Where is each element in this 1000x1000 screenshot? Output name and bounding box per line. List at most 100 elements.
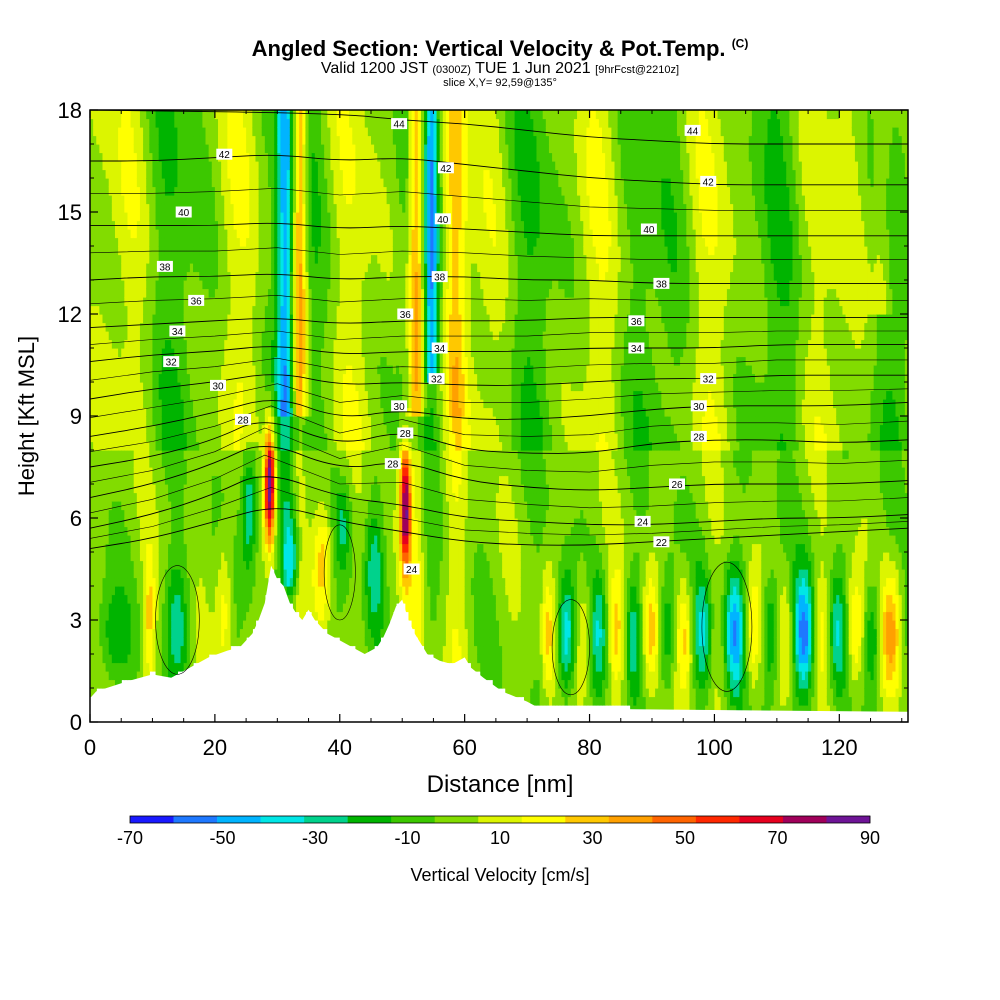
velocity-cell	[105, 297, 110, 307]
velocity-cell	[205, 594, 210, 604]
velocity-cell	[127, 671, 132, 681]
velocity-cell	[186, 135, 191, 145]
velocity-cell	[171, 390, 175, 400]
velocity-cell	[105, 169, 110, 179]
velocity-cell	[108, 433, 113, 443]
velocity-cell	[214, 195, 219, 205]
velocity-cell	[152, 467, 157, 477]
velocity-cell	[205, 127, 210, 137]
velocity-cell	[211, 110, 216, 120]
velocity-cell	[102, 416, 107, 426]
velocity-cell	[136, 246, 141, 256]
velocity-cell	[124, 305, 129, 315]
velocity-cell	[164, 458, 169, 468]
velocity-cell	[127, 186, 132, 196]
velocity-cell	[155, 373, 160, 383]
velocity-cell	[105, 467, 110, 477]
velocity-cell	[105, 475, 110, 485]
velocity-cell	[155, 518, 160, 528]
velocity-cell	[96, 569, 100, 579]
velocity-cell	[161, 484, 166, 494]
velocity-cell	[208, 492, 213, 502]
velocity-cell	[130, 331, 135, 341]
velocity-cell	[108, 492, 113, 502]
velocity-cell	[114, 399, 119, 409]
velocity-cell	[102, 645, 107, 655]
velocity-cell	[99, 390, 104, 400]
velocity-cell	[102, 390, 107, 400]
velocity-cell	[114, 331, 119, 341]
velocity-cell	[102, 543, 107, 553]
velocity-cell	[108, 594, 113, 604]
velocity-cell	[124, 577, 129, 587]
velocity-cell	[183, 509, 188, 519]
velocity-cell	[193, 407, 197, 417]
velocity-cell	[133, 152, 138, 162]
velocity-cell	[161, 611, 166, 621]
velocity-cell	[161, 280, 166, 290]
velocity-cell	[136, 645, 141, 655]
velocity-cell	[224, 501, 228, 511]
velocity-cell	[146, 467, 150, 477]
velocity-cell	[161, 450, 166, 460]
velocity-cell	[180, 484, 185, 494]
velocity-cell	[221, 297, 225, 307]
velocity-cell	[130, 492, 135, 502]
velocity-cell	[143, 577, 147, 587]
velocity-cell	[90, 212, 94, 222]
velocity-cell	[171, 628, 175, 638]
velocity-cell	[99, 297, 104, 307]
velocity-cell	[189, 424, 194, 434]
velocity-cell	[202, 305, 207, 315]
velocity-cell	[102, 271, 107, 281]
velocity-cell	[164, 671, 169, 681]
velocity-cell	[136, 611, 141, 621]
velocity-cell	[130, 305, 135, 315]
velocity-cell	[221, 314, 225, 324]
velocity-cell	[171, 127, 175, 137]
velocity-cell	[96, 254, 100, 264]
velocity-cell	[102, 637, 107, 647]
velocity-cell	[218, 161, 222, 171]
velocity-cell	[164, 594, 169, 604]
velocity-cell	[211, 373, 216, 383]
velocity-cell	[208, 569, 213, 579]
velocity-cell	[102, 560, 107, 570]
velocity-cell	[114, 229, 119, 239]
velocity-cell	[143, 620, 147, 630]
velocity-cell	[130, 543, 135, 553]
velocity-cell	[136, 654, 141, 664]
velocity-cell	[180, 220, 185, 230]
velocity-cell	[208, 424, 213, 434]
velocity-cell	[124, 229, 129, 239]
velocity-cell	[149, 178, 154, 188]
velocity-cell	[130, 178, 135, 188]
velocity-cell	[96, 110, 100, 120]
velocity-cell	[155, 212, 160, 222]
velocity-cell	[99, 603, 104, 613]
velocity-cell	[146, 637, 150, 647]
velocity-cell	[143, 212, 147, 222]
velocity-cell	[136, 373, 141, 383]
chart-subtitle: Valid 1200 JST (0300Z) TUE 1 Jun 2021 [9…	[320, 60, 680, 77]
velocity-cell	[108, 348, 113, 358]
velocity-cell	[133, 110, 138, 120]
velocity-cell	[143, 203, 147, 213]
velocity-cell	[105, 237, 110, 247]
velocity-cell	[218, 552, 222, 562]
velocity-cell	[208, 237, 213, 247]
velocity-cell	[164, 501, 169, 511]
velocity-cell	[174, 365, 179, 375]
velocity-cell	[96, 603, 100, 613]
velocity-cell	[136, 526, 141, 536]
velocity-cell	[139, 645, 144, 655]
velocity-cell	[208, 450, 213, 460]
velocity-cell	[99, 186, 104, 196]
velocity-cell	[139, 671, 144, 681]
velocity-cell	[196, 407, 200, 417]
velocity-cell	[177, 458, 182, 468]
velocity-cell	[124, 365, 129, 375]
velocity-cell	[221, 263, 225, 273]
velocity-cell	[183, 399, 188, 409]
velocity-cell	[180, 399, 185, 409]
